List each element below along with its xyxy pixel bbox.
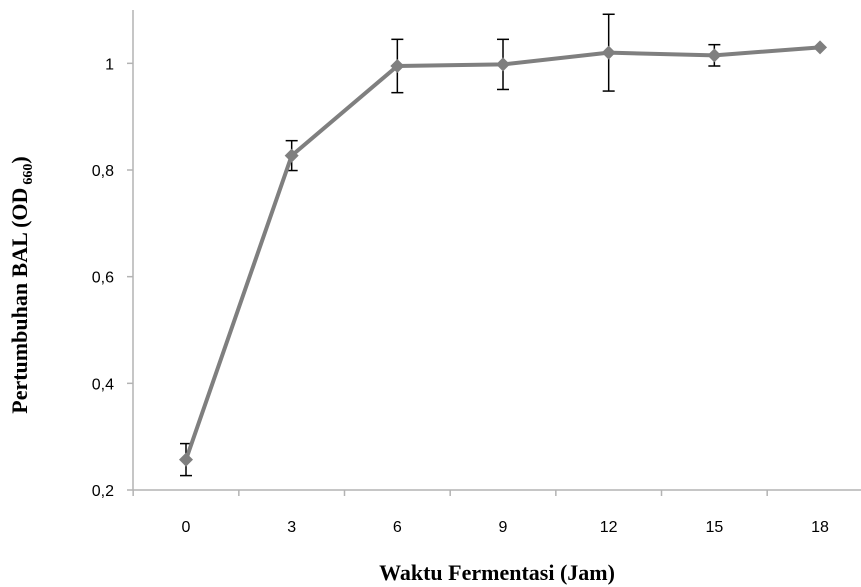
x-axis-ticks: 0 3 6 9 12 15 18 bbox=[132, 490, 829, 536]
y-tick-label: 0,4 bbox=[92, 376, 114, 393]
x-tick-label: 3 bbox=[287, 519, 296, 536]
y-tick-label: 0,6 bbox=[92, 270, 114, 287]
y-axis-title-close: ) bbox=[7, 156, 32, 163]
x-tick-label: 18 bbox=[811, 519, 829, 536]
y-axis-ticks: 0,2 0,4 0,6 0,8 1 bbox=[92, 56, 133, 500]
y-axis-title: Pertumbuhan BAL (OD 660) bbox=[7, 156, 36, 413]
data-point bbox=[813, 40, 828, 55]
data-point bbox=[601, 45, 616, 60]
data-point bbox=[496, 57, 511, 72]
y-tick-label: 0,2 bbox=[92, 483, 114, 500]
x-tick-label: 6 bbox=[393, 519, 402, 536]
y-tick-label: 1 bbox=[105, 56, 114, 73]
x-axis-title: Waktu Fermentasi (Jam) bbox=[379, 560, 615, 585]
data-point bbox=[390, 59, 405, 73]
x-tick-label: 0 bbox=[182, 519, 191, 536]
y-tick-label: 0,8 bbox=[92, 163, 114, 180]
x-tick-label: 9 bbox=[499, 519, 508, 536]
x-tick-label: 12 bbox=[600, 519, 618, 536]
data-point bbox=[284, 148, 299, 163]
y-axis-title-main: Pertumbuhan BAL (OD bbox=[7, 188, 32, 414]
data-series bbox=[179, 40, 828, 467]
y-axis-title-subscript: 660 bbox=[21, 164, 36, 185]
x-tick-label: 15 bbox=[705, 519, 723, 536]
series-line bbox=[184, 45, 821, 461]
data-point bbox=[707, 48, 722, 63]
data-point bbox=[179, 452, 193, 467]
